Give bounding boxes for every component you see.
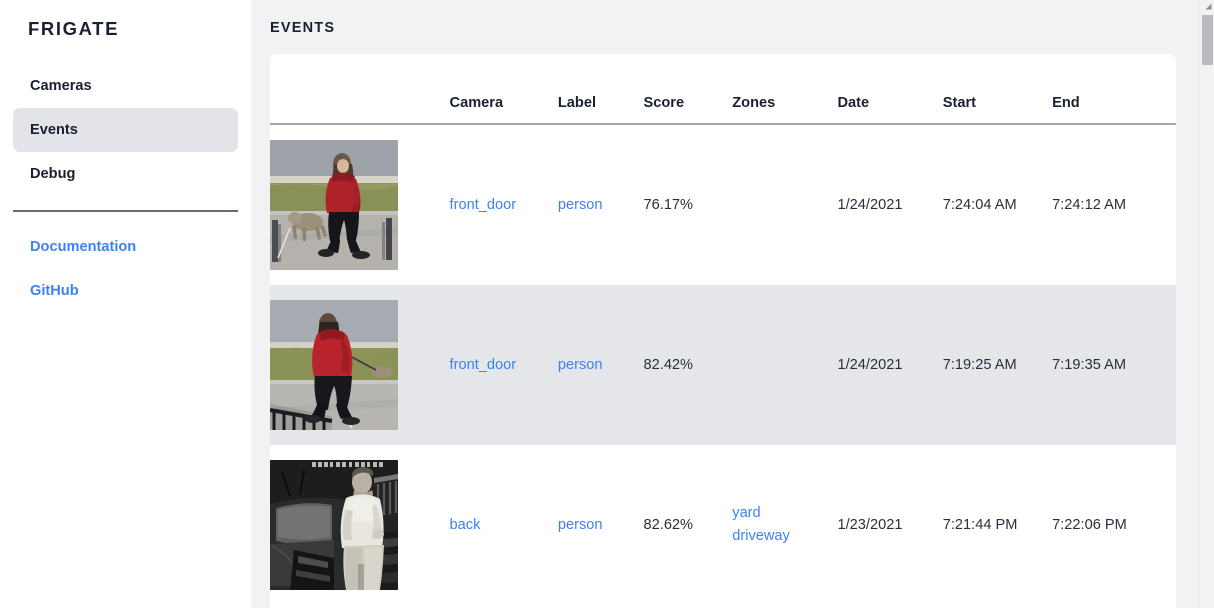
sidebar-nav: Cameras Events Debug <box>0 64 251 196</box>
event-start-cell: 7:19:25 AM <box>942 357 1017 373</box>
event-label-link[interactable]: person <box>557 197 603 213</box>
event-score-cell: 76.17% <box>643 197 694 213</box>
event-thumbnail-cell[interactable] <box>270 285 450 445</box>
event-zone-link[interactable]: yard <box>732 505 761 521</box>
event-camera-link[interactable]: front_door <box>449 197 517 213</box>
scrollbar-thumb[interactable] <box>1202 15 1213 65</box>
events-card: Camera Label Score Zones Date Start End <box>270 54 1176 608</box>
column-header-score[interactable]: Score <box>643 95 685 111</box>
column-header-thumbnail[interactable] <box>270 54 450 124</box>
events-table-body: front_door person 76.17% 1/24/2021 7:24:… <box>270 124 1176 605</box>
event-label-link[interactable]: person <box>557 517 603 533</box>
event-camera-link[interactable]: back <box>449 517 481 533</box>
event-zones-cell <box>732 285 837 445</box>
event-end-cell: 7:24:12 AM <box>1052 197 1126 213</box>
table-row[interactable]: back person 82.62% yard driveway 1/23/20… <box>270 445 1176 605</box>
page-scrollbar[interactable] <box>1199 0 1214 608</box>
event-score-cell: 82.62% <box>643 517 694 533</box>
column-header-camera[interactable]: Camera <box>449 95 504 111</box>
event-camera-cell: front_door <box>450 124 558 285</box>
event-date-cell: 1/23/2021 <box>837 517 903 533</box>
scroll-up-triangle-icon[interactable] <box>1200 0 1214 13</box>
event-date-cell: 1/24/2021 <box>837 197 903 213</box>
events-table-header-row: Camera Label Score Zones Date Start End <box>270 54 1176 124</box>
sidebar-item-events[interactable]: Events <box>13 108 238 152</box>
event-date-cell: 1/24/2021 <box>837 357 903 373</box>
event-thumbnail-person-dog-daylight[interactable] <box>270 140 398 270</box>
sidebar-item-debug[interactable]: Debug <box>30 166 76 182</box>
event-zone-link[interactable]: driveway <box>732 528 790 544</box>
event-thumbnail-person-leash-daylight[interactable] <box>270 300 398 430</box>
event-zones-cell: yard driveway <box>732 445 837 605</box>
table-row[interactable]: front_door person 76.17% 1/24/2021 7:24:… <box>270 124 1176 285</box>
event-camera-link[interactable]: front_door <box>449 357 517 373</box>
event-label-cell: person <box>558 124 644 285</box>
page-title: EVENTS <box>270 20 336 36</box>
event-start-cell: 7:21:44 PM <box>942 517 1018 533</box>
sidebar: FRIGATE Cameras Events Debug Documentati… <box>0 0 251 608</box>
sidebar-divider <box>13 210 238 212</box>
event-label-cell: person <box>558 445 644 605</box>
event-end-cell: 7:19:35 AM <box>1052 357 1126 373</box>
event-thumbnail-person-infrared-night[interactable] <box>270 460 398 590</box>
sidebar-external-links: Documentation GitHub <box>0 225 251 313</box>
column-header-label[interactable]: Label <box>557 95 597 111</box>
event-thumbnail-cell[interactable] <box>270 124 450 285</box>
event-score-cell: 82.42% <box>643 357 694 373</box>
table-row[interactable]: front_door person 82.42% 1/24/2021 7:19:… <box>270 285 1176 445</box>
main-content: EVENTS Camera Label Score Zones Date Sta… <box>251 0 1214 608</box>
column-header-start[interactable]: Start <box>942 95 977 111</box>
events-table: Camera Label Score Zones Date Start End <box>270 54 1176 605</box>
event-thumbnail-cell[interactable] <box>270 445 450 605</box>
sidebar-link-documentation[interactable]: Documentation <box>30 238 137 255</box>
sidebar-item-cameras[interactable]: Cameras <box>30 78 92 94</box>
event-start-cell: 7:24:04 AM <box>942 197 1017 213</box>
event-zones-cell <box>732 124 837 285</box>
column-header-zones[interactable]: Zones <box>732 95 776 111</box>
event-label-link[interactable]: person <box>557 357 603 373</box>
events-table-head: Camera Label Score Zones Date Start End <box>270 54 1176 124</box>
event-camera-cell: back <box>450 445 558 605</box>
column-header-date[interactable]: Date <box>837 95 870 111</box>
column-header-end[interactable]: End <box>1052 95 1080 111</box>
event-end-cell: 7:22:06 PM <box>1052 517 1127 533</box>
event-camera-cell: front_door <box>450 285 558 445</box>
app-brand-title: FRIGATE <box>28 18 120 39</box>
event-label-cell: person <box>558 285 644 445</box>
sidebar-link-github[interactable]: GitHub <box>30 282 79 299</box>
